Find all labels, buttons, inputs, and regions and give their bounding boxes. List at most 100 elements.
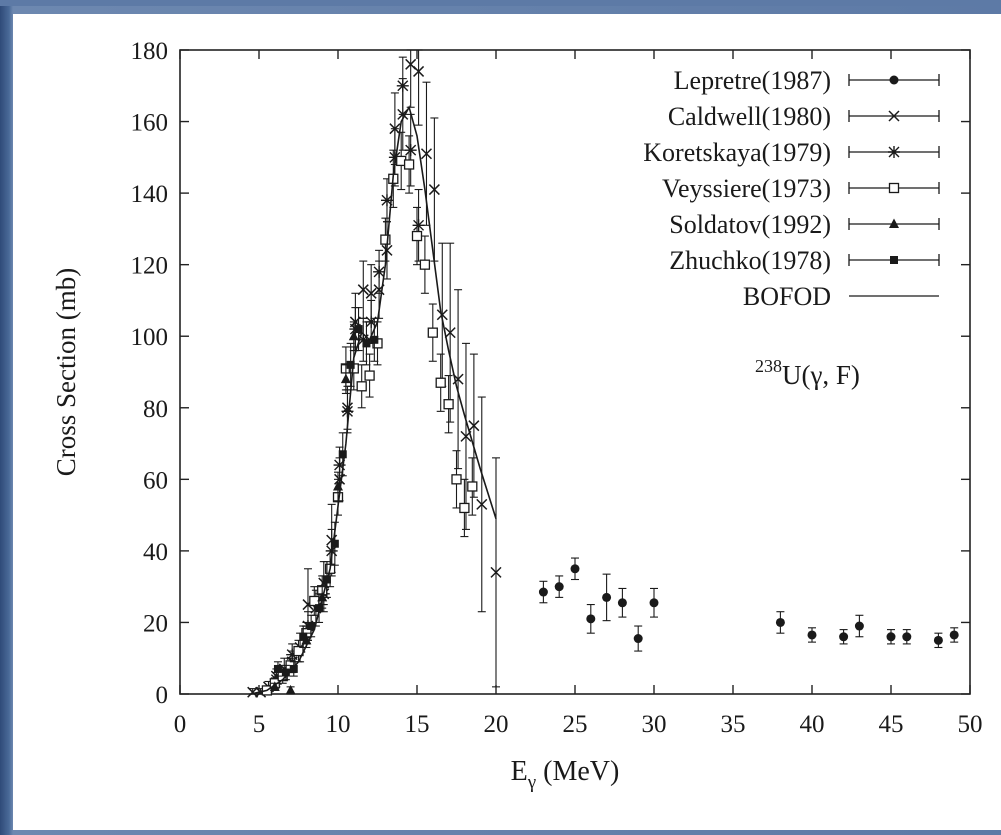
series-0 [538, 557, 959, 652]
y-tick-label: 140 [131, 181, 169, 208]
marker-x [247, 686, 259, 698]
marker-square-open [403, 159, 415, 170]
marker-square-open [443, 399, 454, 410]
marker-square-open [380, 234, 391, 245]
marker-square-filled [289, 664, 298, 673]
marker-x [357, 284, 369, 296]
y-axis-label: Cross Section (mb) [51, 268, 81, 477]
marker-x [476, 498, 488, 510]
annotation-superscript: 238 [755, 356, 782, 376]
marker-dot [586, 614, 596, 624]
marker-dot [889, 75, 899, 85]
marker-square-open [435, 377, 446, 388]
x-tick-label: 20 [484, 711, 509, 738]
marker-x [888, 110, 900, 122]
legend-marker [888, 110, 900, 122]
x-tick-label: 40 [800, 711, 825, 738]
x-tick-label: 45 [879, 711, 904, 738]
marker-dot [617, 598, 627, 608]
marker-square-open [427, 327, 438, 338]
marker-triangle [340, 373, 351, 384]
marker-square-filled [354, 325, 363, 334]
y-tick-label: 180 [131, 38, 169, 65]
marker-square-filled [273, 664, 282, 673]
marker-x [436, 309, 448, 321]
marker-square-open [888, 182, 900, 194]
annotation-text: U(γ, F) [782, 360, 860, 390]
marker-x [490, 566, 502, 578]
marker-dot [807, 630, 817, 640]
series-6 [250, 105, 497, 695]
marker-square-filled [315, 604, 324, 613]
marker-triangle [348, 330, 359, 341]
legend-marker [888, 146, 900, 158]
x-axis-label-main: E [511, 756, 528, 787]
chart-frame: 0 5 10 15 20 25 30 35 40 45 50 0 20 40 60 80 100 120 140 16… [13, 14, 1001, 830]
marker-square-open [411, 230, 423, 242]
marker-star [404, 144, 417, 157]
legend-label: Caldwell(1980) [668, 102, 831, 131]
marker-x [365, 287, 377, 299]
marker-star [412, 219, 425, 232]
marker-dot [949, 630, 959, 640]
series-3 [261, 131, 478, 696]
x-axis-label-sub: γ [527, 772, 536, 793]
x-tick-label: 50 [958, 711, 983, 738]
y-tick-label: 60 [143, 467, 168, 494]
y-tick-label: 0 [156, 682, 169, 709]
marker-square-filled [338, 450, 347, 459]
marker-square-filled [299, 632, 308, 641]
marker-star [888, 146, 900, 158]
marker-triangle [889, 218, 899, 228]
legend-marker [889, 218, 899, 228]
marker-dot [649, 598, 659, 608]
x-tick-label: 35 [721, 711, 746, 738]
marker-square-filled [370, 335, 379, 344]
legend-label: BOFOD [743, 282, 831, 311]
legend-label: Lepretre(1987) [674, 66, 831, 95]
x-axis-label: Eγ (MeV) [511, 756, 620, 793]
marker-triangle [285, 684, 296, 695]
marker-dot [538, 587, 548, 597]
marker-dot [633, 634, 643, 644]
legend-label: Veyssiere(1973) [662, 174, 831, 203]
x-tick-label: 10 [326, 711, 351, 738]
marker-square-open [451, 474, 462, 485]
marker-star [333, 459, 346, 472]
legend-label: Soldatov(1992) [669, 210, 831, 239]
reaction-annotation: 238U(γ, F) [755, 356, 860, 390]
x-tick-label: 15 [405, 711, 430, 738]
marker-star [388, 151, 401, 164]
chart-svg: 0 5 10 15 20 25 30 35 40 45 50 0 20 40 60 80 100 120 140 16… [51, 38, 983, 793]
x-tick-label: 0 [174, 711, 187, 738]
y-tick-label: 100 [131, 324, 169, 351]
marker-square-filled [307, 622, 316, 631]
marker-x [420, 148, 433, 160]
marker-dot [886, 632, 896, 642]
marker-x [413, 65, 425, 77]
y-tick-label: 40 [143, 539, 168, 566]
y-tick-label: 80 [143, 396, 168, 423]
marker-square-open [467, 481, 478, 492]
marker-square-filled [890, 256, 898, 264]
marker-dot [839, 632, 849, 642]
marker-dot [902, 632, 912, 642]
marker-star [396, 79, 409, 92]
marker-star [380, 194, 393, 207]
marker-dot [775, 617, 785, 627]
y-tick-label: 20 [143, 610, 168, 637]
slide-top-band [0, 0, 1001, 6]
marker-square-open [459, 502, 470, 514]
marker-x [428, 184, 440, 196]
marker-dot [602, 592, 612, 602]
marker-dot [554, 582, 564, 592]
legend-label: Zhuchko(1978) [669, 246, 831, 275]
marker-square-filled [346, 360, 355, 369]
legend-marker [888, 182, 900, 194]
y-tick-label: 160 [131, 110, 169, 137]
marker-square-open [356, 381, 367, 392]
marker-square-open [419, 259, 431, 270]
series-5 [273, 307, 379, 681]
marker-square-filled [362, 339, 371, 348]
marker-x [468, 420, 480, 432]
